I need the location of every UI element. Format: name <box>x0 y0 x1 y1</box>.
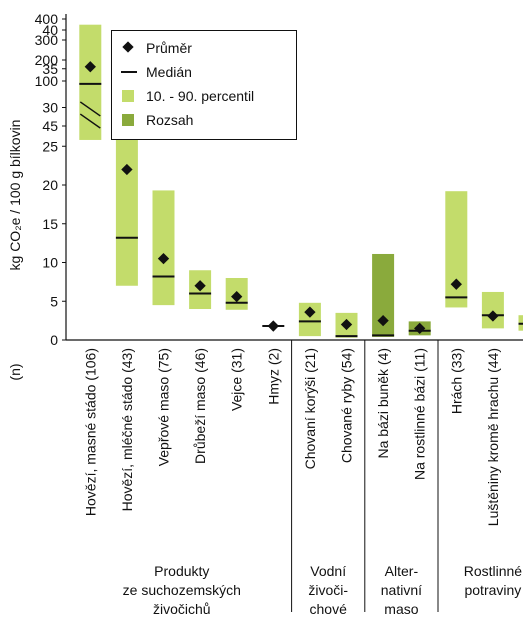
y-tick-label: 0 <box>50 332 58 348</box>
category-label: Hovězí, mléčné stádo (43) <box>119 348 135 511</box>
y-tick-label: 40 <box>42 22 58 38</box>
bar <box>481 291 504 329</box>
category-label: Luštěniny kromě hrachu (44) <box>485 348 501 526</box>
category-label: Hovězí, masné stádo (106) <box>82 348 98 516</box>
light-swatch-icon <box>112 85 146 107</box>
y-tick-label: 200 <box>35 52 59 68</box>
y-tick-label: 35 <box>42 61 58 77</box>
mean-marker <box>377 314 389 327</box>
y-tick-label: 5 <box>50 293 58 309</box>
legend-label-mean: Průměr <box>146 40 192 56</box>
mean-marker <box>267 320 279 332</box>
group-label: Alter- <box>385 563 419 579</box>
y-tick-label: 100 <box>35 73 59 89</box>
y-tick-label: 10 <box>42 255 58 271</box>
category-label: Hmyz (2) <box>265 348 281 405</box>
group-label: nativní <box>381 582 422 598</box>
mean-marker <box>450 278 462 290</box>
dark-swatch-icon <box>112 109 146 131</box>
y-tick-label: 45 <box>42 118 58 134</box>
bar <box>79 24 102 140</box>
category-label: Na bázi buněk (4) <box>375 348 391 459</box>
group-label: potraviny <box>464 582 521 598</box>
group-label: Rostlinné <box>464 563 523 579</box>
mean-marker <box>487 310 499 322</box>
legend-item-range: Rozsah <box>112 109 193 131</box>
group-label: živočichů <box>153 601 211 617</box>
line-icon <box>112 61 146 83</box>
bar <box>372 253 395 337</box>
legend-item-mean: Průměr <box>112 37 192 59</box>
bar <box>298 302 321 337</box>
category-label: Chovaní korýši (21) <box>302 348 318 469</box>
legend-label-percentile: 10. - 90. percentil <box>146 88 255 104</box>
axis-break-mark <box>79 101 101 117</box>
mean-marker <box>231 290 243 303</box>
diamond-icon <box>112 37 146 59</box>
group-label: Produkty <box>154 563 209 579</box>
y-tick-label: 25 <box>42 138 58 154</box>
legend-label-median: Medián <box>146 64 192 80</box>
legend-label-range: Rozsah <box>146 112 194 128</box>
legend-item-median: Medián <box>112 61 192 83</box>
n-label: (n) <box>7 363 23 380</box>
category-label: Tofu (47) <box>522 348 523 403</box>
mean-marker <box>304 306 316 318</box>
category-label: Chované ryby (54) <box>339 348 355 463</box>
legend-item-percentile: 10. - 90. percentil <box>112 85 254 107</box>
mean-marker <box>157 252 170 265</box>
y-tick-label: 15 <box>42 216 58 232</box>
category-label: Vepřové maso (75) <box>156 348 172 466</box>
y-tick-label: 400 <box>35 11 59 27</box>
mean-marker <box>340 318 353 331</box>
legend: Průměr Medián 10. - 90. percentil Rozsah <box>111 30 297 140</box>
group-label: ze suchozemských <box>123 582 241 598</box>
axis-break-mark <box>79 113 101 129</box>
group-label: živoči- <box>308 582 348 598</box>
group-label: chové <box>310 601 348 617</box>
mean-marker <box>414 322 426 335</box>
y-tick-label: 300 <box>35 32 59 48</box>
y-tick-label: 30 <box>42 100 58 116</box>
category-label: Vejce (31) <box>229 348 245 411</box>
category-label: Hrách (33) <box>448 348 464 414</box>
category-label: Na rostlinné bázi (11) <box>412 348 428 480</box>
mean-marker <box>194 280 206 292</box>
group-label: Vodní <box>310 563 346 579</box>
category-label: Drůbeží maso (46) <box>192 348 208 464</box>
y-axis-label: kg CO₂e / 100 g bílkovin <box>7 120 23 271</box>
bar <box>152 190 175 306</box>
bar <box>445 191 468 308</box>
group-label: maso <box>384 601 418 617</box>
y-tick-label: 20 <box>42 177 58 193</box>
